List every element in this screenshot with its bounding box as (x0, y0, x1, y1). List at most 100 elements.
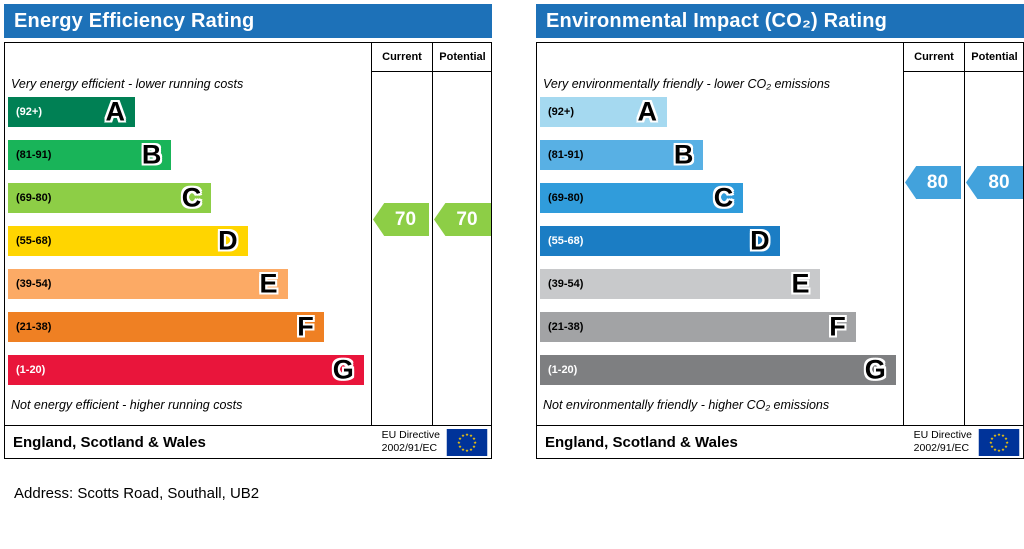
current-rating-value: 80 (926, 171, 949, 193)
band-letter: F (829, 311, 846, 342)
svg-text:★: ★ (1004, 435, 1008, 440)
energy-rating-scale: Very energy efficient - lower running co… (5, 71, 371, 425)
band-bar-g: (1-20) G (8, 355, 364, 385)
band-bar-b: (81-91) B (8, 139, 172, 170)
band-range-label: (92+) (16, 106, 42, 118)
svg-text:★: ★ (457, 439, 461, 444)
svg-text:★: ★ (1005, 439, 1009, 444)
band-letter: D (750, 225, 770, 256)
eu-directive-line1: EU Directive (913, 429, 972, 442)
svg-text:★: ★ (473, 439, 477, 444)
svg-text:★: ★ (997, 431, 1001, 436)
band-row-f: (21-38) F (8, 312, 371, 355)
band-bar-f: (21-38) F (540, 312, 856, 342)
svg-text:★: ★ (1001, 446, 1005, 451)
svg-text:★: ★ (1001, 432, 1005, 437)
svg-text:★: ★ (458, 435, 462, 440)
energy-chart-title: Energy Efficiency Rating (14, 9, 255, 32)
potential-rating-indicator: 70 (434, 203, 491, 236)
band-row-g: (1-20) G (8, 355, 371, 385)
top-caption: Very energy efficient - lower running co… (11, 77, 244, 91)
svg-text:★: ★ (1004, 443, 1008, 448)
band-row-e: (39-54) E (540, 269, 903, 312)
band-bar-c: (69-80) C (8, 182, 212, 213)
band-bar-e: (39-54) E (8, 269, 288, 299)
band-row-a: (92+) A (8, 97, 371, 140)
environmental-rating-table: Current Potential Very environmentally f… (536, 42, 1024, 425)
band-letter: A (105, 96, 126, 127)
potential-rating-indicator: 80 (966, 166, 1023, 199)
svg-text:★: ★ (465, 448, 469, 453)
band-row-d: (55-68) D (8, 226, 371, 269)
band-row-c: (69-80) C (8, 183, 371, 226)
band-range-label: (92+) (548, 106, 574, 118)
band-bar-a: (92+) A (8, 96, 136, 127)
band-range-label: (21-38) (548, 321, 584, 333)
chart-footer: England, Scotland & Wales EU Directive 2… (536, 425, 1024, 459)
svg-text:★: ★ (461, 446, 465, 451)
band-letter: F (297, 311, 314, 342)
eu-directive-line1: EU Directive (381, 429, 440, 442)
band-bar-c: (69-80) C (540, 182, 744, 213)
eu-directive-label: EU Directive 2002/91/EC (382, 429, 440, 454)
band-letter: C (181, 182, 202, 213)
eu-flag-icon: ★ ★ ★ ★ ★ ★ ★ ★ ★ ★ ★ ★ (446, 428, 488, 456)
current-rating-indicator: 80 (905, 166, 961, 199)
svg-text:★: ★ (461, 432, 465, 437)
environmental-rating-scale: Very environmentally friendly - lower CO… (537, 71, 903, 425)
band-row-g: (1-20) G (540, 355, 903, 385)
band-range-label: (81-91) (548, 149, 584, 161)
band-bar-f: (21-38) F (8, 312, 324, 342)
potential-rating-value: 70 (456, 208, 478, 230)
energy-rating-table: Current Potential Very energy efficient … (4, 42, 492, 425)
region-label: England, Scotland & Wales (13, 433, 206, 451)
top-caption: Very environmentally friendly - lower CO… (543, 77, 831, 91)
band-bar-b: (81-91) B (540, 139, 704, 170)
rating-bands: (92+) A (81-91) B (69-80 (5, 97, 371, 385)
svg-text:★: ★ (458, 443, 462, 448)
svg-text:★: ★ (472, 435, 476, 440)
eu-directive-line2: 2002/91/EC (381, 442, 438, 454)
bottom-caption: Not energy efficient - higher running co… (11, 398, 243, 412)
current-column-divider (371, 43, 372, 425)
svg-text:★: ★ (469, 446, 473, 451)
band-row-d: (55-68) D (540, 226, 903, 269)
charts-row: Energy Efficiency Rating Current Potenti… (4, 4, 1024, 459)
svg-text:★: ★ (472, 443, 476, 448)
band-range-label: (39-54) (548, 278, 584, 290)
energy-efficiency-chart: Energy Efficiency Rating Current Potenti… (4, 4, 492, 459)
band-row-b: (81-91) B (540, 140, 903, 183)
svg-text:★: ★ (465, 431, 469, 436)
band-range-label: (1-20) (16, 364, 46, 376)
band-range-label: (55-68) (548, 235, 584, 247)
current-column-divider (903, 43, 904, 425)
environmental-chart-title-bar: Environmental Impact (CO₂) Rating (536, 4, 1024, 38)
band-range-label: (21-38) (16, 321, 52, 333)
band-letter: E (259, 268, 278, 299)
band-letter: B (141, 139, 162, 170)
band-bar-e: (39-54) E (540, 269, 820, 299)
epc-page: Energy Efficiency Rating Current Potenti… (4, 4, 1024, 502)
band-bar-g: (1-20) G (540, 355, 896, 385)
potential-column-divider (964, 43, 965, 425)
potential-column-header: Potential (439, 51, 486, 63)
band-letter: B (673, 139, 694, 170)
current-rating-indicator: 70 (373, 203, 429, 236)
band-bar-d: (55-68) D (540, 226, 780, 256)
band-letter: G (864, 354, 886, 385)
svg-text:★: ★ (993, 432, 997, 437)
band-row-b: (81-91) B (8, 140, 371, 183)
band-range-label: (1-20) (548, 364, 578, 376)
chart-footer: England, Scotland & Wales EU Directive 2… (4, 425, 492, 459)
band-letter: C (713, 182, 734, 213)
band-bar-d: (55-68) D (8, 226, 248, 256)
band-bar-a: (92+) A (540, 97, 668, 127)
address-line: Address: Scotts Road, Southall, UB2 (14, 485, 260, 502)
svg-text:★: ★ (990, 443, 994, 448)
potential-rating-value: 80 (988, 171, 1010, 193)
rating-bands: (92+) A (81-91) B (69-80 (537, 97, 903, 385)
band-row-c: (69-80) C (540, 183, 903, 226)
current-rating-value: 70 (394, 208, 417, 230)
current-column-header: Current (914, 51, 954, 63)
band-row-f: (21-38) F (540, 312, 903, 355)
